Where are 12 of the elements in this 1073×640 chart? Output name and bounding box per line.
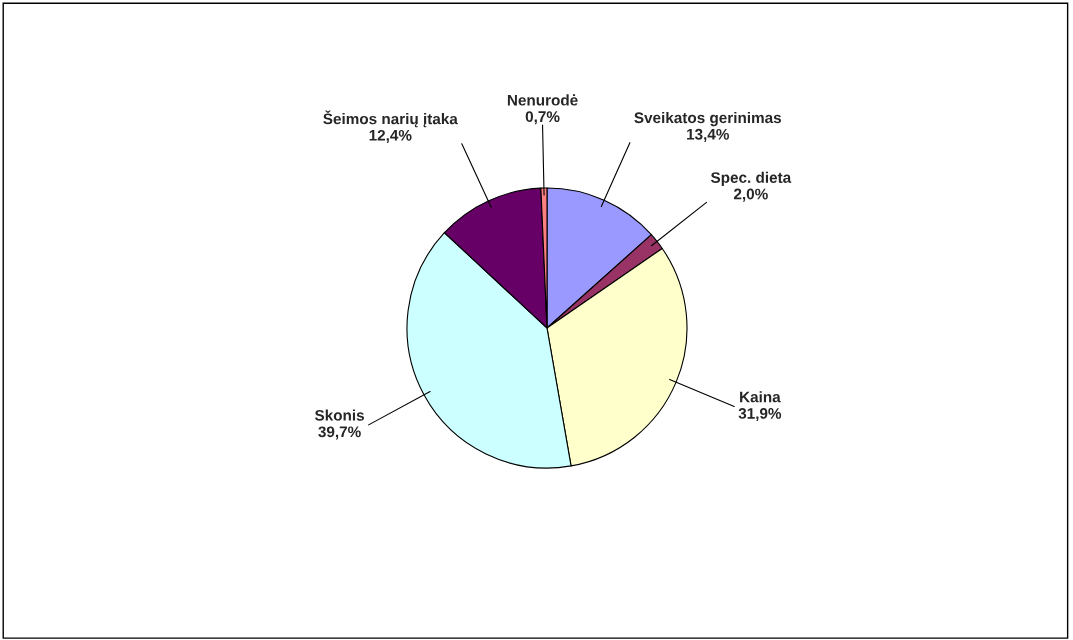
slice-label: Kaina: [740, 391, 781, 403]
data-label: 0,7%: [525, 111, 560, 125]
slice-label: Šeimos narių įtaka: [323, 110, 458, 128]
data-label: 2,0%: [733, 188, 768, 202]
slice-label: Skonis: [314, 409, 364, 421]
data-label: 31,9%: [738, 408, 782, 422]
data-label: 13,4%: [687, 128, 730, 142]
slice-label: Nenurodė: [507, 94, 578, 106]
data-label: 12,4%: [369, 129, 412, 143]
slice-label: Sveikatos gerinimas: [634, 111, 782, 127]
slice-label: Spec. dieta: [710, 171, 792, 186]
data-label: 39,7%: [318, 426, 361, 440]
